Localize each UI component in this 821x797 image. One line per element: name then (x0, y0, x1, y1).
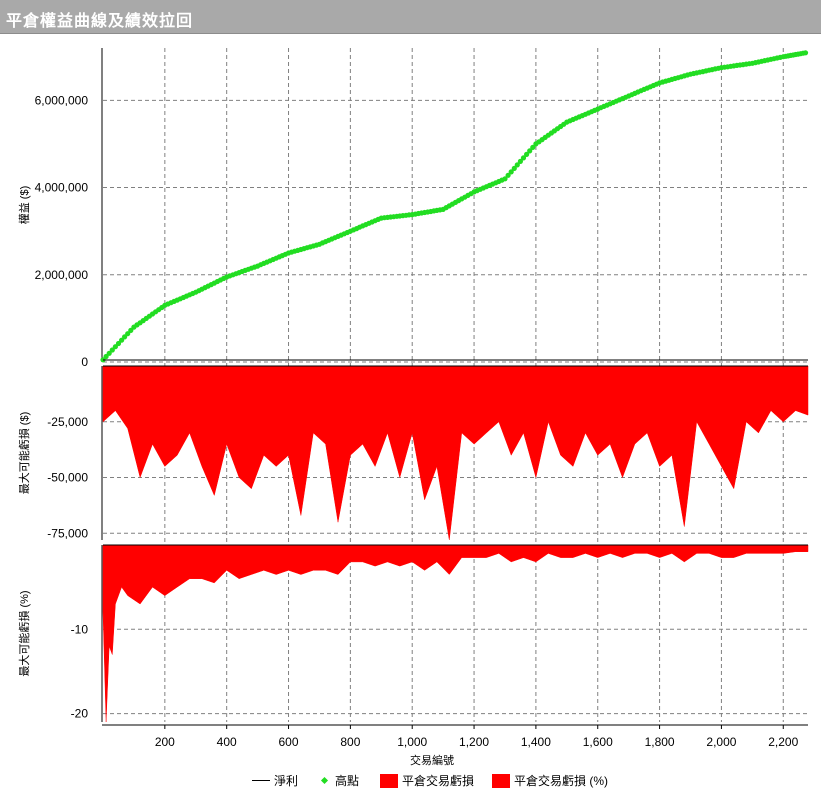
legend-box-swatch (492, 773, 510, 788)
x-tick-label: 1,800 (645, 735, 675, 749)
equity-high-point (112, 344, 118, 350)
legend: 淨利 高點 平倉交易虧損 平倉交易虧損 (%) (0, 772, 821, 792)
legend-item-highs: 高點 (318, 772, 359, 789)
x-tick-label: 1,600 (583, 735, 613, 749)
legend-dot-swatch (320, 776, 329, 785)
x-tick-label: 1,400 (521, 735, 551, 749)
equity-high-point (122, 334, 128, 340)
equity-high-point (502, 176, 508, 182)
legend-label-closed-trade-dd: 平倉交易虧損 (402, 774, 475, 788)
equity-high-point (128, 327, 134, 333)
y-tick-label: 0 (81, 355, 88, 369)
y-axis-label: 最大可能虧損 ($) (17, 412, 31, 495)
x-tick-label: 1,200 (459, 735, 489, 749)
legend-item-net-profit: 淨利 (252, 772, 298, 789)
equity-high-point (530, 144, 536, 150)
x-tick-label: 800 (340, 735, 360, 749)
equity-high-point (517, 158, 524, 164)
y-tick-label: -10 (71, 622, 89, 636)
x-tick-label: 400 (217, 735, 237, 749)
y-tick-label: -75,000 (47, 526, 88, 540)
x-tick-label: 600 (279, 735, 299, 749)
equity-high-point (119, 337, 125, 343)
y-tick-label: 2,000,000 (35, 268, 89, 282)
legend-label-closed-trade-dd-pct: 平倉交易虧損 (%) (514, 774, 608, 788)
y-tick-label: -25,000 (47, 415, 88, 429)
y-tick-label: -50,000 (47, 471, 88, 485)
y-axis-label: 權益 ($) (17, 186, 31, 225)
legend-label-net-profit: 淨利 (274, 774, 299, 788)
legend-box-swatch (380, 773, 398, 788)
equity-high-point (802, 50, 809, 56)
title-bar: 平倉權益曲線及績效拉回 (0, 0, 821, 34)
y-tick-label: -20 (71, 707, 89, 721)
equity-high-point (115, 340, 122, 347)
legend-item-closed-trade-dd: 平倉交易虧損 (380, 772, 474, 789)
dollar-drawdown-area (102, 365, 809, 541)
x-tick-label: 1,000 (397, 735, 427, 749)
y-tick-label: 6,000,000 (35, 93, 89, 107)
equity-high-point (103, 353, 109, 360)
net-profit-line (102, 51, 809, 361)
y-axis-label: 最大可能虧損 (%) (17, 590, 31, 676)
equity-high-point (514, 162, 520, 168)
equity-high-point (125, 331, 131, 337)
x-tick-label: 2,200 (768, 735, 798, 749)
chart-area: 0 2,000,000 4,000,000 6,000,000 權益 ($) -25,00… (17, 48, 809, 767)
equity-high-point (527, 148, 533, 154)
legend-line-swatch (252, 780, 270, 781)
x-axis-label: 交易編號 (410, 753, 454, 767)
equity-high-point (520, 155, 527, 161)
percent-drawdown-area (102, 544, 809, 723)
legend-item-closed-trade-dd-pct: 平倉交易虧損 (%) (492, 772, 608, 789)
x-tick-label: 2,000 (706, 735, 736, 749)
equity-high-point (524, 151, 530, 157)
equity-high-point (511, 165, 517, 171)
legend-label-highs: 高點 (335, 774, 360, 788)
equity-high-point (106, 350, 112, 356)
x-tick-label: 200 (155, 735, 175, 749)
y-tick-label: 4,000,000 (35, 181, 89, 195)
equity-high-point (508, 169, 514, 175)
equity-high-point (505, 172, 511, 178)
equity-high-point (109, 347, 115, 353)
chart-window-title: 平倉權益曲線及績效拉回 (6, 13, 194, 30)
